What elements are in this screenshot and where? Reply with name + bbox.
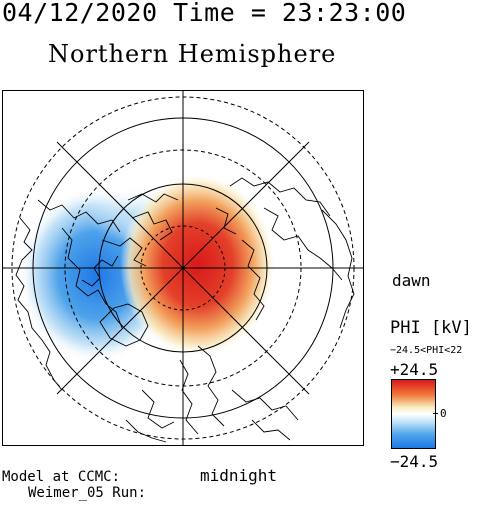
colorbar-title: PHI [kV] [390,318,472,338]
plot-title: Northern Hemisphere [48,40,337,68]
coastlines [15,177,355,443]
meridian-diagonal-2 [56,141,310,395]
dawn-label: dawn [392,271,431,290]
polar-map [2,90,364,446]
colorbar-zero-label: 0 [440,407,447,420]
colorbar-range: −24.5<PHI<22 [390,345,463,356]
positive-potential-cell [120,173,276,357]
midnight-label: midnight [200,466,278,485]
model-label: Model at CCMC: [2,469,121,485]
run-label: Weimer_05 Run: [28,485,147,501]
colorbar [391,379,436,449]
date-time-header: 04/12/2020 Time = 23:23:00 [2,0,407,27]
colorbar-zero-tick [433,413,438,414]
map-border [2,90,364,446]
colorbar-max-label: +24.5 [390,360,439,379]
colorbar-min-label: −24.5 [390,452,439,471]
